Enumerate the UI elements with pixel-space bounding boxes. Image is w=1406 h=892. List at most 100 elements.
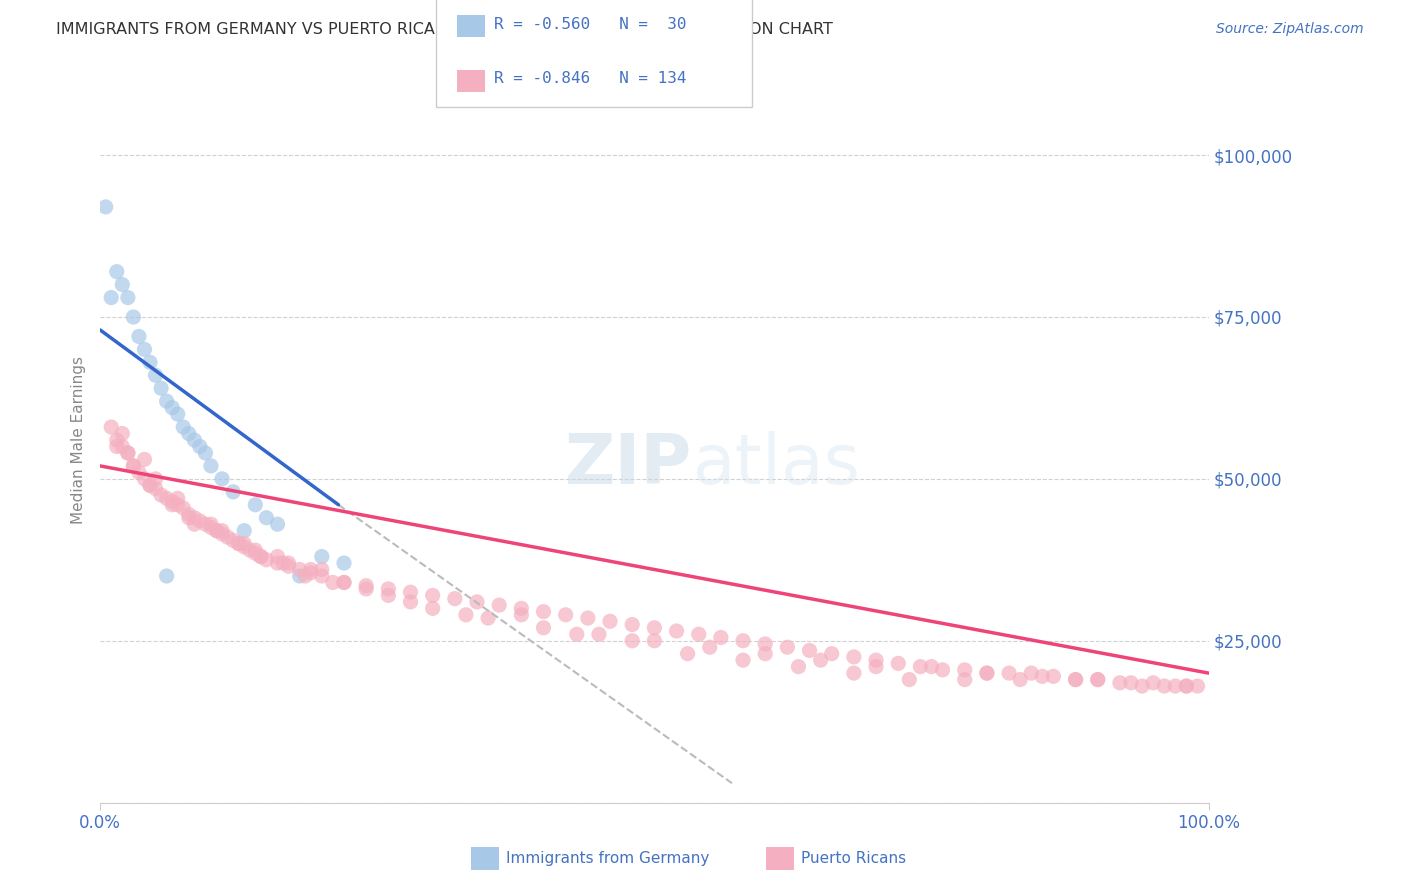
Point <box>754 637 776 651</box>
Point <box>200 517 222 532</box>
Point <box>100 291 122 305</box>
Point <box>105 433 128 447</box>
Point <box>865 659 887 673</box>
Point <box>145 472 167 486</box>
Point <box>128 329 150 343</box>
Point <box>288 562 311 576</box>
Point <box>188 440 211 454</box>
Point <box>166 491 188 506</box>
Point <box>139 478 162 492</box>
Point <box>277 556 299 570</box>
Point <box>699 640 721 655</box>
Point <box>111 426 134 441</box>
Point <box>1119 675 1142 690</box>
Point <box>250 549 273 564</box>
Point <box>134 452 156 467</box>
Point <box>510 601 533 615</box>
Point <box>100 420 122 434</box>
Point <box>842 666 865 681</box>
Point <box>621 633 644 648</box>
Point <box>172 420 194 434</box>
Point <box>787 659 810 673</box>
Point <box>643 621 665 635</box>
Point <box>134 472 156 486</box>
Point <box>211 524 233 538</box>
Point <box>117 446 139 460</box>
Point <box>266 556 288 570</box>
Point <box>887 657 910 671</box>
Point <box>643 633 665 648</box>
Point <box>665 624 688 638</box>
Point <box>217 530 239 544</box>
Point <box>177 426 200 441</box>
Point <box>311 562 333 576</box>
Text: R = -0.846   N = 134: R = -0.846 N = 134 <box>494 71 686 86</box>
Point <box>156 491 179 506</box>
Point <box>1142 675 1164 690</box>
Point <box>245 546 267 560</box>
Point <box>245 498 267 512</box>
Point <box>354 579 377 593</box>
Point <box>465 595 488 609</box>
Point <box>139 478 162 492</box>
Point <box>554 607 576 622</box>
Point <box>222 533 245 548</box>
Point <box>233 540 256 554</box>
Point <box>953 673 976 687</box>
Point <box>128 466 150 480</box>
Point <box>160 494 183 508</box>
Point <box>156 569 179 583</box>
Point <box>254 510 277 524</box>
Point <box>377 588 399 602</box>
Point <box>188 514 211 528</box>
Point <box>211 472 233 486</box>
Point <box>299 566 322 580</box>
Text: R = -0.560   N =  30: R = -0.560 N = 30 <box>494 18 686 32</box>
Point <box>294 569 316 583</box>
Point <box>177 510 200 524</box>
Point <box>177 508 200 522</box>
Point <box>194 446 217 460</box>
Point <box>921 659 943 673</box>
Point <box>576 611 599 625</box>
Point <box>160 401 183 415</box>
Point <box>1175 679 1198 693</box>
Point <box>454 607 477 622</box>
Point <box>1153 679 1175 693</box>
Point <box>94 200 117 214</box>
Point <box>183 517 205 532</box>
Point <box>588 627 610 641</box>
Point <box>111 440 134 454</box>
Point <box>194 517 217 532</box>
Point <box>731 653 754 667</box>
Point <box>288 569 311 583</box>
Point <box>254 553 277 567</box>
Point <box>1042 669 1064 683</box>
Point <box>533 621 555 635</box>
Point <box>245 543 267 558</box>
Point <box>1130 679 1153 693</box>
Point <box>842 649 865 664</box>
Point <box>150 381 173 395</box>
Point <box>239 543 262 558</box>
Point <box>621 617 644 632</box>
Point <box>139 355 162 369</box>
Point <box>422 601 444 615</box>
Point <box>910 659 932 673</box>
Point <box>311 549 333 564</box>
Point <box>122 458 145 473</box>
Point <box>1187 679 1209 693</box>
Point <box>156 394 179 409</box>
Point <box>1010 673 1032 687</box>
Point <box>183 433 205 447</box>
Point <box>117 446 139 460</box>
Point <box>333 556 356 570</box>
Point <box>233 524 256 538</box>
Point <box>821 647 844 661</box>
Point <box>1064 673 1087 687</box>
Point <box>810 653 832 667</box>
Point <box>299 562 322 576</box>
Point <box>271 556 294 570</box>
Point <box>117 291 139 305</box>
Point <box>266 517 288 532</box>
